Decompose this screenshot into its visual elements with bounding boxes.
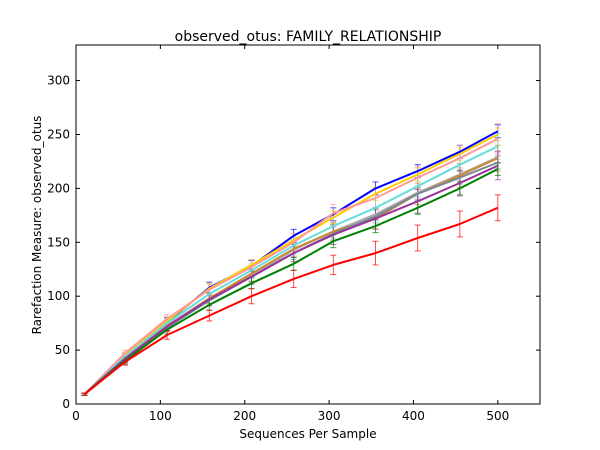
plot-frame — [75, 44, 541, 405]
series-line-0 — [83, 130, 499, 396]
x-tick-label: 500 — [486, 409, 509, 423]
series-line-9 — [83, 206, 499, 396]
x-tick-label: 400 — [402, 409, 425, 423]
x-axis-label: Sequences Per Sample — [239, 427, 376, 441]
x-tick-label: 0 — [72, 409, 80, 423]
x-tick-label: 100 — [149, 409, 172, 423]
series-line-8 — [83, 168, 499, 396]
y-axis-label: Rarefaction Measure: observed_otus — [30, 116, 44, 335]
chart-title: observed_otus: FAMILY_RELATIONSHIP — [175, 29, 442, 45]
series-line-1 — [83, 133, 499, 396]
series-4 — [81, 150, 501, 396]
y-tick-label: 150 — [47, 235, 70, 249]
plot-area — [81, 123, 501, 396]
x-tick-label: 300 — [318, 409, 341, 423]
series-9 — [81, 194, 501, 396]
series-7 — [81, 151, 501, 396]
series-line-3 — [83, 145, 499, 396]
y-tick-label: 0 — [62, 397, 70, 411]
axis-ticks: 0 100 200 300 400 500 0 50 100 150 200 250 300 — [47, 45, 540, 423]
series-line-6 — [83, 161, 499, 396]
series-line-2 — [83, 137, 499, 396]
y-tick-label: 200 — [47, 181, 70, 195]
y-tick-label: 250 — [47, 127, 70, 141]
y-tick-label: 300 — [47, 74, 70, 88]
x-tick-label: 200 — [233, 409, 256, 423]
y-tick-label: 100 — [47, 289, 70, 303]
y-tick-label: 50 — [55, 343, 70, 357]
series-line-7 — [83, 164, 499, 396]
